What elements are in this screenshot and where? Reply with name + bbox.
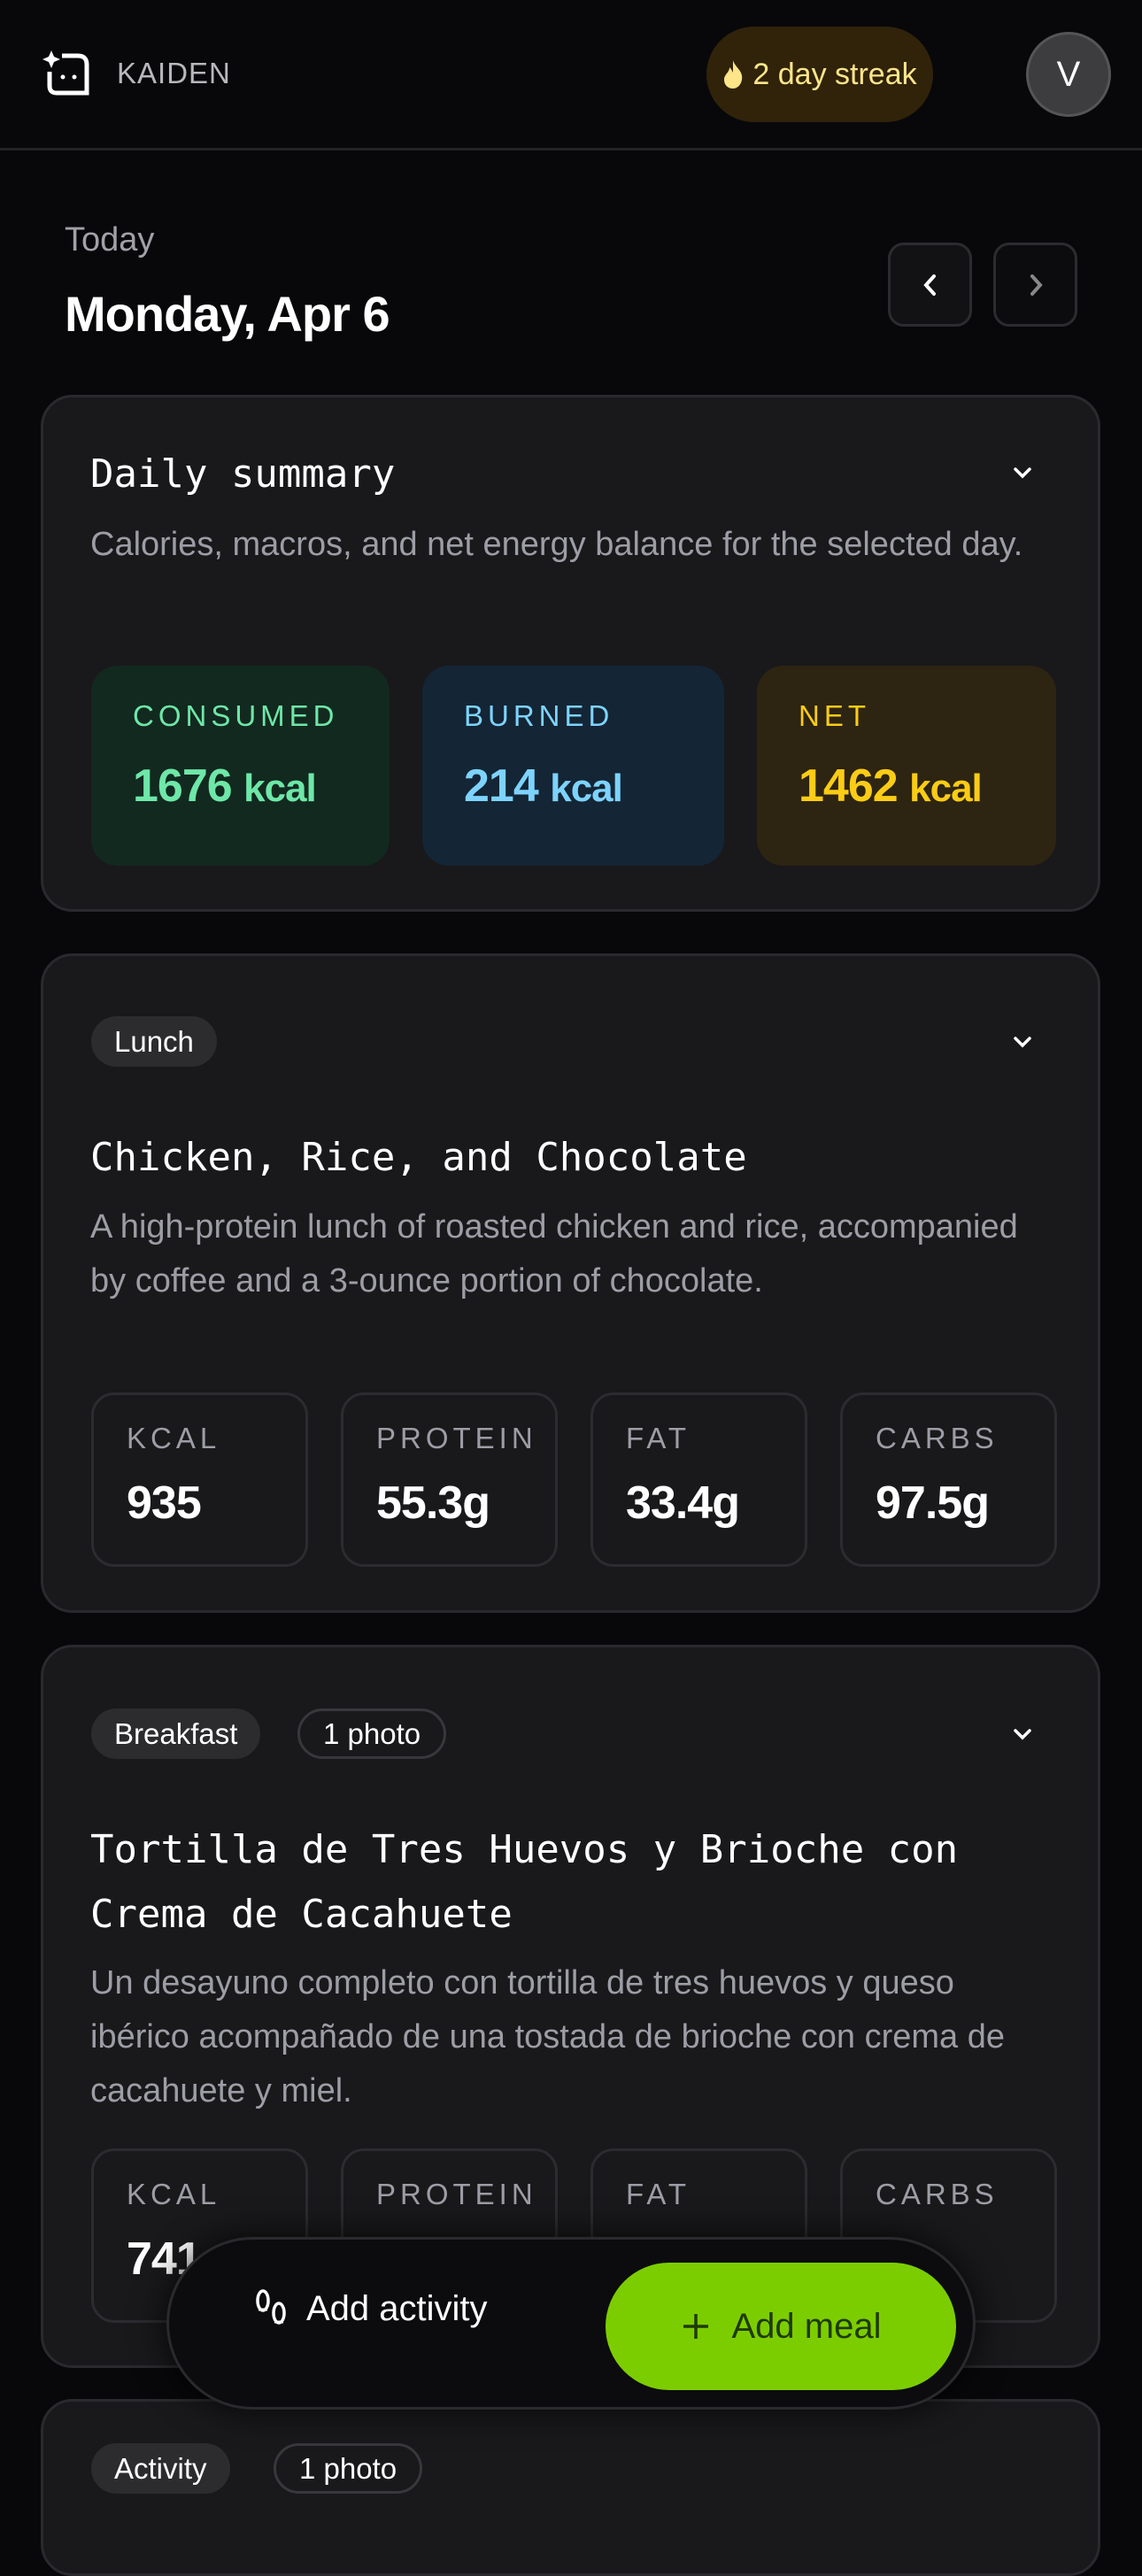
macro-label: PROTEIN (376, 1422, 537, 1454)
plus-icon (683, 2314, 708, 2339)
brand[interactable]: KAIDEN (42, 49, 231, 98)
meal-card-lunch[interactable]: Lunch Chicken, Rice, and Chocolate A hig… (41, 953, 1100, 1613)
stat-unit: kcal (550, 767, 623, 810)
macro-label: KCAL (127, 2178, 221, 2210)
next-day-button[interactable] (993, 243, 1077, 327)
stat-label: CONSUMED (133, 699, 339, 732)
macro-label: FAT (626, 2178, 691, 2210)
chevron-down-icon[interactable] (1009, 1029, 1036, 1055)
stat-value: 1462 (799, 760, 899, 812)
bottom-action-bar: Add activity Add meal (166, 2237, 976, 2410)
macro-label: CARBS (876, 1422, 999, 1454)
meal-description: A high-protein lunch of roasted chicken … (90, 1208, 1018, 1300)
macro-value: 33.4g (626, 1477, 740, 1529)
stat-label: NET (799, 699, 870, 732)
meal-type-chip: Lunch (91, 1016, 217, 1067)
macro-label: CARBS (876, 2178, 999, 2210)
summary-title: Daily summary (90, 451, 396, 497)
add-meal-label: Add meal (731, 2306, 882, 2346)
activity-card[interactable]: Activity 1 photo (41, 2399, 1100, 2576)
chevron-down-icon[interactable] (1009, 1721, 1036, 1747)
stat-label: BURNED (464, 699, 614, 732)
add-activity-label: Add activity (306, 2288, 488, 2328)
photo-count-chip: 1 photo (297, 1708, 447, 1759)
previous-day-button[interactable] (888, 243, 972, 327)
add-meal-button[interactable]: Add meal (606, 2263, 956, 2390)
macro-value: 97.5g (876, 1477, 990, 1529)
stat-value: 214 (464, 760, 539, 812)
chevron-left-icon (922, 274, 936, 296)
date-label: Today (65, 221, 155, 258)
consumed-stat: CONSUMED 1676 kcal (91, 666, 390, 866)
flame-icon (724, 60, 743, 89)
stat-value: 1676 (133, 760, 233, 812)
chevron-right-icon (1030, 274, 1043, 296)
macro-kcal: KCAL 935 (91, 1392, 308, 1567)
stat-unit: kcal (243, 767, 317, 810)
chevron-down-icon[interactable] (1009, 459, 1036, 486)
macro-value: 55.3g (376, 1477, 490, 1529)
net-stat: NET 1462 kcal (757, 666, 1056, 866)
daily-summary-card: Daily summary Calories, macros, and net … (41, 395, 1100, 912)
macro-label: KCAL (127, 1422, 221, 1454)
kaiden-logo-icon (42, 50, 89, 96)
streak-label: 2 day streak (752, 57, 917, 91)
macro-label: PROTEIN (376, 2178, 537, 2210)
page-title: Monday, Apr 6 (65, 286, 390, 342)
footprints-icon (256, 2289, 286, 2325)
burned-stat: BURNED 214 kcal (422, 666, 724, 866)
app-header: KAIDEN 2 day streak V (0, 0, 1142, 150)
meal-description: Un desayuno completo con tortilla de tre… (90, 1964, 1006, 2109)
photo-count-chip: 1 photo (274, 2443, 423, 2494)
summary-description: Calories, macros, and net energy balance… (90, 526, 1023, 563)
meal-type-chip: Breakfast (91, 1708, 261, 1759)
avatar[interactable]: V (1026, 32, 1111, 117)
macro-fat: FAT 33.4g (590, 1392, 807, 1567)
macro-value: 935 (127, 1477, 202, 1529)
meal-title: Tortilla de Tres Huevos y Brioche con Cr… (90, 1827, 959, 1937)
macro-carbs: CARBS 97.5g (840, 1392, 1057, 1567)
activity-type-chip: Activity (91, 2443, 230, 2494)
add-activity-button[interactable]: Add activity (253, 2288, 488, 2329)
brand-name: KAIDEN (117, 57, 231, 89)
stat-unit: kcal (909, 767, 983, 810)
macro-protein: PROTEIN 55.3g (341, 1392, 558, 1567)
macro-label: FAT (626, 1422, 691, 1454)
meal-title: Chicken, Rice, and Chocolate (90, 1135, 747, 1180)
streak-badge[interactable]: 2 day streak (706, 27, 933, 122)
